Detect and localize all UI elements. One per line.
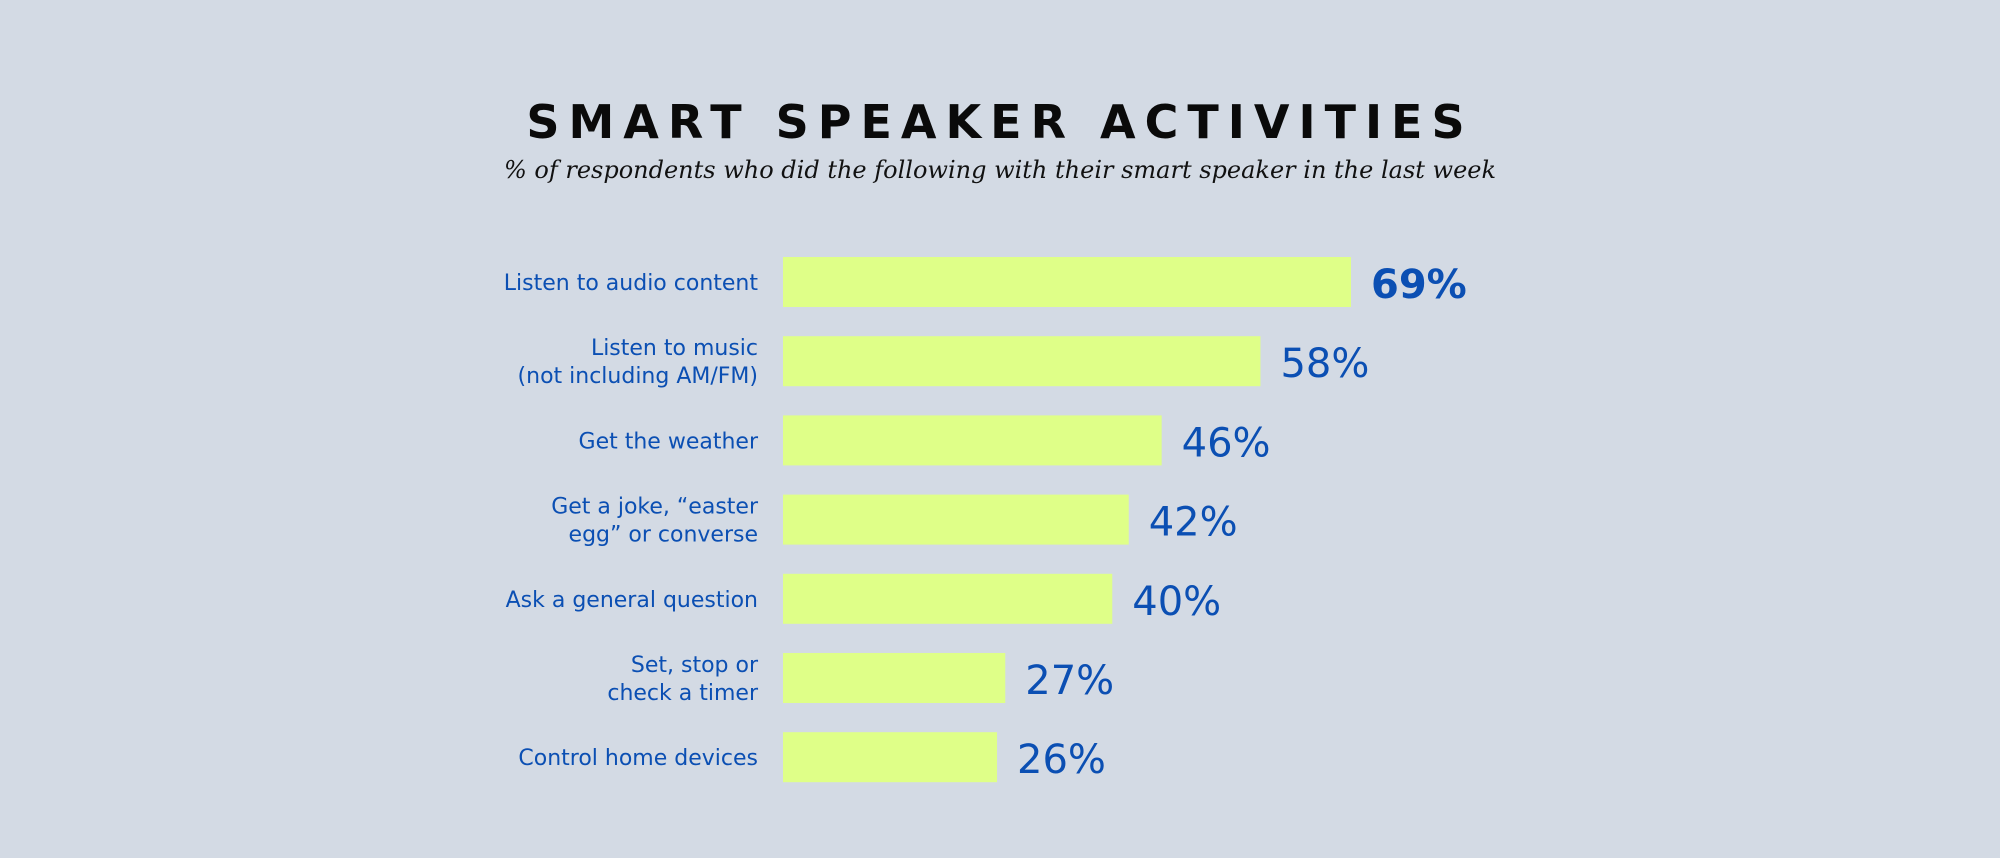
category-label-6: Control home devices (518, 746, 758, 771)
category-label-0: Listen to audio content (504, 271, 759, 296)
value-label-1: 58% (1280, 341, 1369, 387)
value-label-4: 40% (1132, 579, 1221, 625)
bar-4 (783, 573, 1113, 624)
value-label-5: 27% (1025, 658, 1114, 704)
value-label-3: 42% (1149, 500, 1238, 546)
category-label-1-line-1: (not including AM/FM) (518, 364, 758, 389)
chart-title: SMART SPEAKER ACTIVITIES (526, 95, 1474, 149)
value-label-0: 69% (1371, 262, 1467, 308)
category-label-5-line-0: Set, stop or (631, 653, 759, 678)
value-label-6: 26% (1017, 737, 1106, 783)
bar-2 (783, 415, 1162, 466)
category-label-3-line-0: Get a joke, “easter (551, 495, 759, 520)
category-label-2: Get the weather (579, 429, 759, 454)
bar-3 (783, 494, 1129, 545)
value-label-2: 46% (1182, 420, 1271, 466)
category-label-1-line-0: Listen to music (591, 336, 758, 361)
bar-1 (783, 336, 1261, 387)
category-label-5-line-1: check a timer (607, 681, 759, 706)
category-label-3-line-1: egg” or converse (569, 523, 758, 548)
bar-0 (783, 257, 1351, 307)
chart-subtitle: % of respondents who did the following w… (503, 156, 1497, 184)
bar-6 (783, 732, 998, 783)
category-label-4: Ask a general question (506, 588, 758, 613)
bar-5 (783, 653, 1006, 703)
